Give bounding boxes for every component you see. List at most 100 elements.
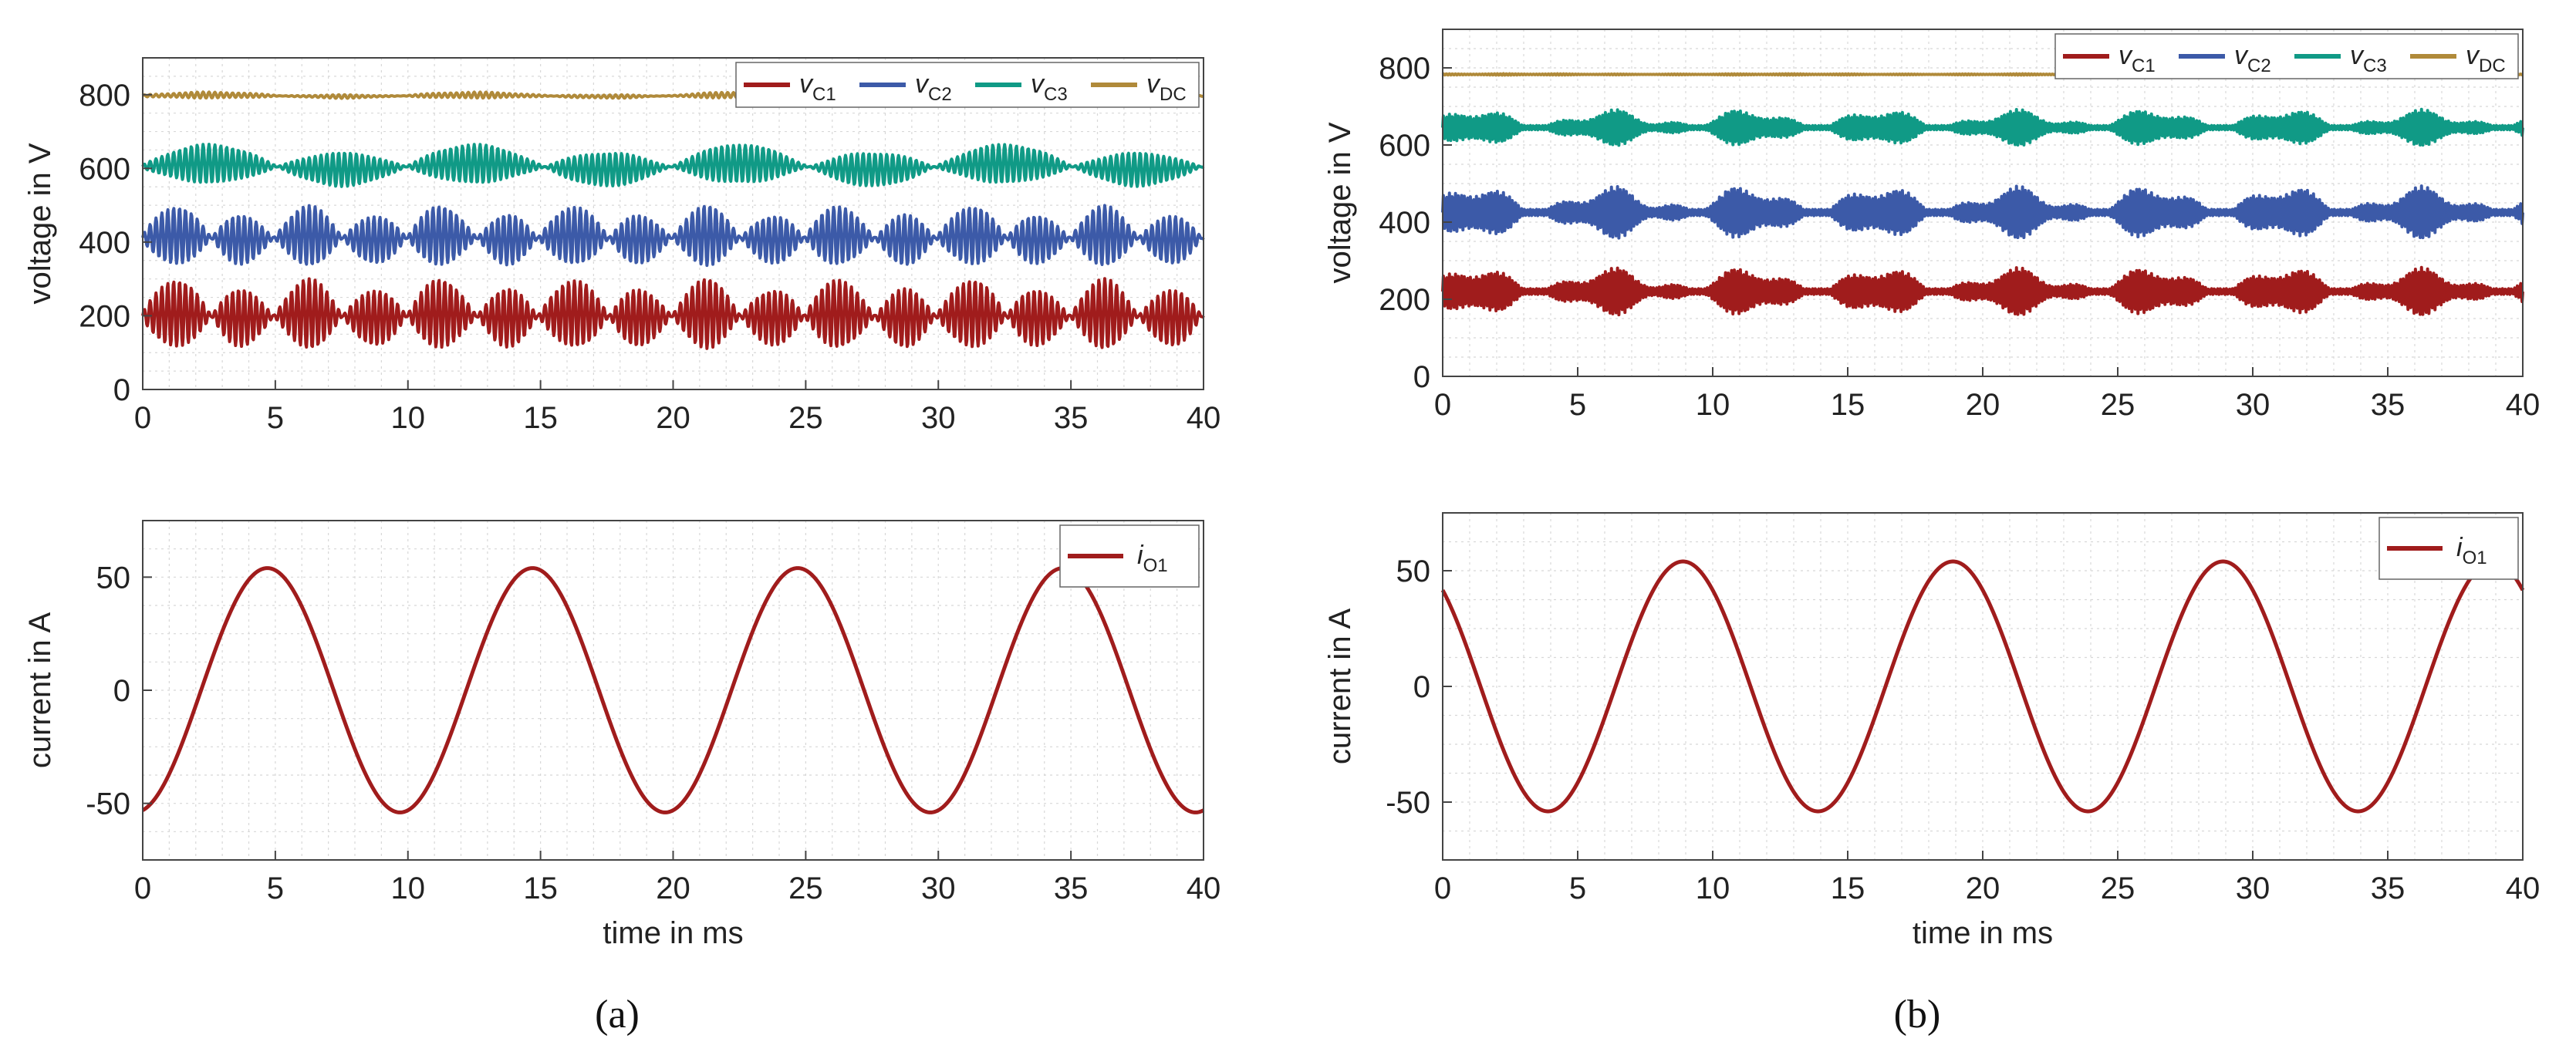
legend-label-vDC: vDC bbox=[1146, 69, 1187, 105]
x-tick-label: 10 bbox=[1696, 388, 1730, 422]
series-line-iO1 bbox=[141, 566, 1205, 814]
caption-a: (a) bbox=[595, 993, 640, 1037]
legend-label-vC3: vC3 bbox=[1031, 69, 1068, 105]
legend-label-main: v bbox=[1031, 69, 1045, 99]
x-tick-label: 35 bbox=[1054, 401, 1089, 435]
y-axis-label: voltage in V bbox=[23, 143, 57, 304]
legend-label-sub: C3 bbox=[1044, 84, 1068, 105]
x-tick-label: 0 bbox=[1434, 388, 1451, 422]
x-tick-label: 10 bbox=[1696, 872, 1730, 905]
legend: vC1 vC2 vC3 vDC bbox=[2054, 33, 2519, 79]
x-tick-label: 20 bbox=[1966, 388, 2000, 422]
x-tick-label: 20 bbox=[656, 872, 690, 905]
caption-b: (b) bbox=[1894, 993, 1941, 1037]
y-tick-label: 200 bbox=[79, 299, 130, 333]
legend-label-sub: DC bbox=[2479, 56, 2506, 76]
legend-label-vDC: vDC bbox=[2466, 41, 2506, 76]
x-axis-label: time in ms bbox=[1913, 916, 2053, 950]
x-tick-label: 25 bbox=[2101, 388, 2135, 422]
series-line-vC2 bbox=[141, 204, 1205, 268]
series-line-vC1 bbox=[1441, 265, 2524, 317]
y-tick-label: 600 bbox=[1379, 129, 1430, 163]
x-tick-label: 15 bbox=[1831, 388, 1865, 422]
legend-label-sub: C1 bbox=[2132, 56, 2156, 76]
x-tick-label: 15 bbox=[523, 401, 558, 435]
y-tick-label: 800 bbox=[79, 79, 130, 113]
x-tick-label: 0 bbox=[134, 401, 151, 435]
x-tick-label: 40 bbox=[2506, 872, 2541, 905]
y-tick-label: 0 bbox=[1413, 670, 1430, 704]
x-tick-label: 40 bbox=[1187, 401, 1221, 435]
series-line-vC2 bbox=[1441, 184, 2524, 240]
y-tick-label: 800 bbox=[1379, 52, 1430, 86]
x-tick-label: 5 bbox=[267, 872, 284, 905]
legend-label-main: i bbox=[2456, 533, 2463, 562]
legend-label-iO1: iO1 bbox=[1137, 541, 1168, 576]
legend-label-sub: C2 bbox=[2247, 56, 2271, 76]
legend-label-sub: DC bbox=[1160, 84, 1187, 105]
legend-label-main: v bbox=[1146, 69, 1161, 99]
legend: iO1 bbox=[1059, 524, 1200, 588]
x-tick-label: 40 bbox=[2506, 388, 2541, 422]
series-line-vC3 bbox=[141, 143, 1205, 188]
x-tick-label: 40 bbox=[1187, 872, 1221, 905]
x-tick-label: 10 bbox=[391, 872, 426, 905]
x-tick-label: 25 bbox=[2101, 872, 2135, 905]
legend-label-main: v bbox=[2119, 41, 2133, 70]
legend-label-main: v bbox=[2350, 41, 2365, 70]
x-tick-label: 15 bbox=[1831, 872, 1865, 905]
legend-label-sub: O1 bbox=[1143, 555, 1168, 576]
x-tick-label: 0 bbox=[134, 872, 151, 905]
x-tick-label: 5 bbox=[1569, 388, 1586, 422]
x-tick-label: 5 bbox=[1569, 872, 1586, 905]
legend-label-vC1: vC1 bbox=[2119, 41, 2156, 76]
x-tick-label: 0 bbox=[1434, 872, 1451, 905]
x-tick-label: 15 bbox=[523, 872, 558, 905]
x-tick-label: 30 bbox=[921, 401, 956, 435]
x-tick-label: 35 bbox=[1054, 872, 1089, 905]
legend-label-vC2: vC2 bbox=[915, 69, 952, 105]
y-tick-label: -50 bbox=[86, 787, 130, 821]
y-tick-label: 0 bbox=[113, 373, 130, 407]
legend-label-sub: C2 bbox=[928, 84, 952, 105]
x-tick-label: 35 bbox=[2371, 388, 2406, 422]
x-axis-label: time in ms bbox=[603, 916, 743, 950]
y-tick-label: 400 bbox=[79, 226, 130, 260]
x-tick-label: 30 bbox=[2236, 388, 2270, 422]
series-line-iO1 bbox=[1440, 559, 2525, 814]
y-tick-label: 0 bbox=[1413, 360, 1430, 394]
series-line-vC3 bbox=[1441, 107, 2524, 147]
x-tick-label: 5 bbox=[267, 401, 284, 435]
x-tick-label: 35 bbox=[2371, 872, 2406, 905]
y-tick-label: 50 bbox=[1396, 555, 1431, 588]
legend-label-main: v bbox=[799, 69, 814, 99]
y-tick-label: -50 bbox=[1386, 786, 1430, 820]
legend-label-sub: C3 bbox=[2363, 56, 2387, 76]
series-line-vC1 bbox=[141, 277, 1205, 350]
x-tick-label: 30 bbox=[2236, 872, 2270, 905]
chart-a-bottom: 0 5 10 15 20 25 30 35 40 -50 0 50 current in A time i… bbox=[23, 520, 1221, 950]
legend: iO1 bbox=[2378, 517, 2519, 580]
x-tick-label: 20 bbox=[656, 401, 690, 435]
legend-label-main: v bbox=[915, 69, 930, 99]
legend-label-vC1: vC1 bbox=[799, 69, 836, 105]
y-axis-label: current in A bbox=[1323, 609, 1357, 765]
legend-label-vC3: vC3 bbox=[2350, 41, 2387, 76]
y-tick-label: 200 bbox=[1379, 283, 1430, 317]
x-tick-label: 20 bbox=[1966, 872, 2000, 905]
legend-label-iO1: iO1 bbox=[2456, 533, 2487, 568]
x-tick-label: 10 bbox=[391, 401, 426, 435]
x-tick-label: 25 bbox=[788, 872, 823, 905]
chart-b-bottom: 0 5 10 15 20 25 30 35 40 -50 0 50 current in A time i… bbox=[1323, 512, 2541, 950]
y-tick-label: 0 bbox=[113, 674, 130, 708]
legend-label-main: i bbox=[1137, 541, 1144, 570]
x-tick-label: 25 bbox=[788, 401, 823, 435]
legend: vC1 vC2 vC3 vDC bbox=[735, 62, 1200, 108]
y-tick-label: 400 bbox=[1379, 206, 1430, 240]
y-axis-label: voltage in V bbox=[1323, 122, 1357, 283]
legend-label-vC2: vC2 bbox=[2234, 41, 2271, 76]
x-tick-label: 30 bbox=[921, 872, 956, 905]
